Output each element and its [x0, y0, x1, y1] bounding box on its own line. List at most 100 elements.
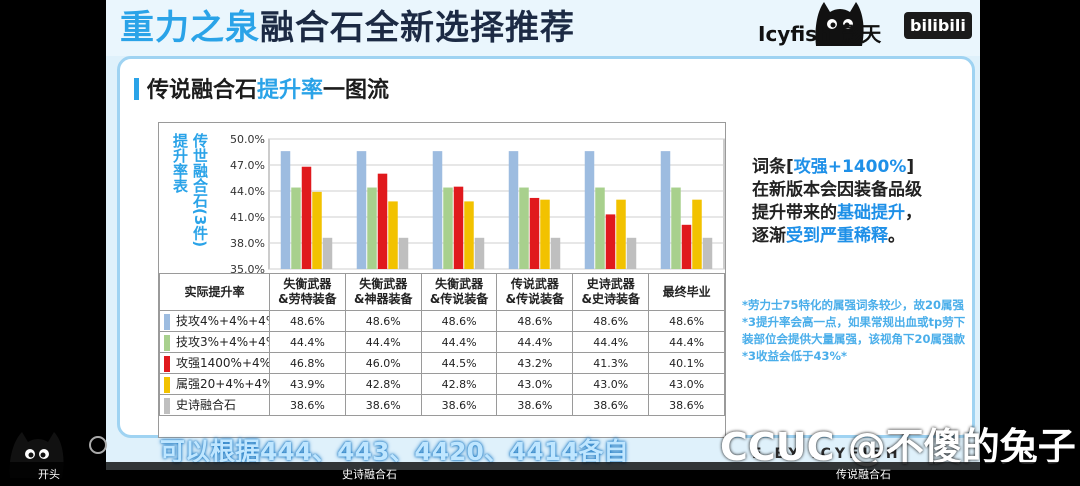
series-label: 技攻3%+4%+4%	[159, 331, 270, 353]
table-cell: 38.6%	[344, 394, 422, 416]
chapter-marker[interactable]: 传说融合石	[836, 468, 891, 481]
bar	[508, 151, 519, 269]
table-cell: 42.8%	[420, 373, 498, 395]
table-cell: 44.4%	[269, 331, 346, 353]
slide-headline: 重力之泉融合石全新选择推荐	[120, 6, 575, 50]
table-cell: 44.5%	[420, 352, 498, 374]
section-title-prefix: 传说融合石	[147, 78, 258, 103]
table-cell: 38.6%	[572, 394, 650, 416]
series-name: 技攻4%+4%+4%	[176, 314, 270, 329]
bar	[616, 199, 626, 269]
replay-icon[interactable]	[89, 436, 107, 454]
table-cell: 46.0%	[344, 352, 422, 374]
table-cell: 38.6%	[648, 394, 725, 416]
table-cell: 40.1%	[648, 352, 725, 374]
y-tick-label: 50.0%	[230, 133, 265, 146]
bar	[443, 187, 453, 269]
bar	[322, 237, 333, 269]
bar	[377, 173, 388, 269]
table-cell: 44.4%	[420, 331, 498, 353]
desc-text: ，	[905, 203, 922, 223]
data-table: 实际提升率 失衡武器 &劳特装备 失衡武器 &神器装备 失衡武器 &传说装备 传说武器…	[159, 273, 725, 416]
table-cell: 38.6%	[269, 394, 346, 416]
category-header: 失衡武器 &传说装备	[420, 273, 498, 311]
table-cell: 43.0%	[648, 373, 725, 395]
bilibili-logo: bilibili	[904, 12, 972, 39]
bar	[388, 201, 398, 269]
category-line1: 失衡武器	[359, 277, 408, 291]
legend-swatch	[164, 355, 170, 372]
bar	[702, 237, 713, 269]
y-tick-label: 38.0%	[230, 237, 265, 250]
y-tick-label: 44.0%	[230, 185, 265, 198]
desc-line-2: 在新版本会因装备品级	[752, 180, 922, 200]
desc-line-3: 提升带来的基础提升，	[752, 202, 952, 225]
banner-suffix: E BY ICYFISH	[752, 446, 902, 462]
chapter-marker[interactable]: 开头	[38, 468, 60, 481]
series-name: 属强20+4%+4%	[176, 377, 270, 392]
series-name: 攻强1400%+4%+4%	[176, 356, 269, 371]
category-header: 最终毕业	[648, 273, 725, 311]
bar	[453, 186, 464, 269]
bar	[474, 237, 485, 269]
table-cell: 48.6%	[344, 310, 422, 332]
bar	[432, 151, 443, 269]
series-name: 技攻3%+4%+4%	[176, 335, 270, 350]
table-row: 属强20+4%+4% 43.9% 42.8% 42.8% 43.0% 43.0% 43.0%	[159, 373, 725, 395]
table-cell: 46.8%	[269, 352, 346, 374]
chapter-marker[interactable]: 史诗融合石	[342, 468, 397, 481]
table-cell: 38.6%	[496, 394, 574, 416]
category-line2: &传说装备	[429, 292, 489, 306]
series-label: 史诗融合石	[159, 394, 270, 416]
table-cell: 43.0%	[496, 373, 574, 395]
y-title-col2: 提升率表	[171, 133, 189, 193]
table-cell: 38.6%	[420, 394, 498, 416]
table-cell: 48.6%	[496, 310, 574, 332]
bar	[529, 197, 540, 269]
table-header-label: 实际提升率	[159, 273, 270, 311]
bar	[671, 187, 681, 269]
category-line1: 失衡武器	[283, 277, 332, 291]
table-cell: 44.4%	[496, 331, 574, 353]
y-tick-label: 35.0%	[230, 263, 265, 273]
table-cell: 44.4%	[572, 331, 650, 353]
legend-swatch	[164, 313, 170, 330]
desc-line-1: 词条[攻强+1400%]	[752, 156, 952, 179]
section-title-highlight: 提升率	[257, 78, 324, 103]
table-cell: 48.6%	[269, 310, 346, 332]
section-title-suffix: 一图流	[323, 78, 390, 103]
category-line2: &史诗装备	[581, 292, 640, 306]
bar	[681, 224, 692, 269]
category-line1: 史诗武器	[586, 277, 635, 291]
series-label: 技攻4%+4%+4%	[159, 310, 270, 332]
bar	[660, 151, 671, 269]
desc-text: 提升带来的	[752, 203, 837, 223]
table-cell: 41.3%	[572, 352, 650, 374]
section-title: 传说融合石提升率一图流	[134, 72, 389, 104]
table-cell: 44.4%	[648, 331, 725, 353]
bar	[519, 187, 529, 269]
table-cell: 43.9%	[269, 373, 346, 395]
table-row: 史诗融合石 38.6% 38.6% 38.6% 38.6% 38.6% 38.6%	[159, 394, 725, 416]
description-text: 词条[攻强+1400%] 在新版本会因装备品级 提升带来的基础提升， 逐渐受到严…	[752, 156, 952, 248]
y-tick-label: 41.0%	[230, 211, 265, 224]
desc-text: ]	[906, 157, 915, 177]
bar	[356, 151, 367, 269]
series-label: 属强20+4%+4%	[159, 373, 270, 395]
bar	[398, 237, 409, 269]
table-cell: 48.6%	[572, 310, 650, 332]
subtitle-banner: 可以根据444、443、4420、4414各自	[160, 437, 629, 466]
bar	[301, 166, 312, 269]
bar-chart: 35.0% 38.0% 41.0% 44.0% 47.0% 50.0%	[230, 133, 725, 273]
table-row: 技攻4%+4%+4% 48.6% 48.6% 48.6% 48.6% 48.6% 48.6%	[159, 310, 725, 332]
table-row: 攻强1400%+4%+4%46.8%46.0%44.5%43.2%41.3%40…	[159, 352, 725, 374]
table-cell: 43.2%	[496, 352, 574, 374]
player-chapter-bar[interactable]	[0, 462, 1080, 486]
category-header: 失衡武器 &劳特装备	[269, 273, 346, 311]
bar	[367, 187, 377, 269]
desc-line-4: 逐渐受到严重稀释。	[752, 225, 952, 248]
desc-highlight: 受到严重稀释	[786, 226, 888, 246]
chart-container: 传世融合石(3件) 提升率表 35.0% 38.0% 41.0% 44.0% 47.0%…	[158, 122, 726, 438]
legend-swatch	[164, 376, 170, 393]
desc-text: 词条[	[752, 157, 794, 177]
